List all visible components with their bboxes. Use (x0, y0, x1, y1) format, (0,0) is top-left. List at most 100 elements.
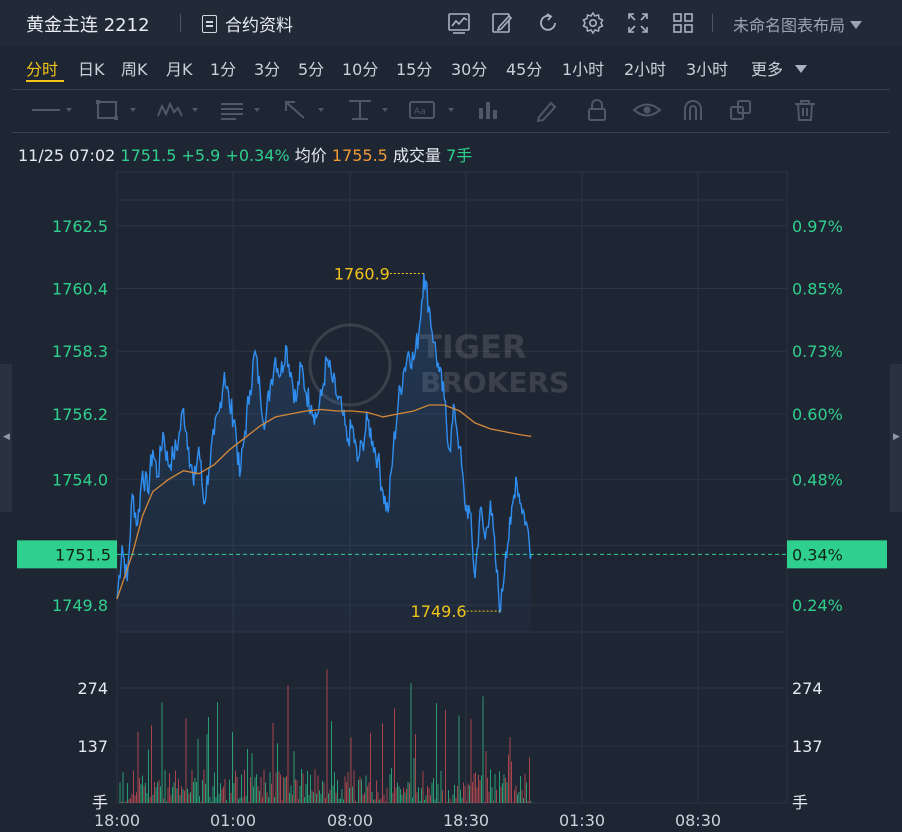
volume-bar (388, 802, 389, 803)
tab-period-fenshi[interactable]: 分时 (26, 60, 59, 79)
label-tool-icon[interactable]: Aa (408, 98, 460, 122)
volume-bar (511, 761, 512, 803)
volume-bar (235, 770, 236, 803)
volume-bar (307, 771, 308, 803)
y-tick-pct: 0.85% (792, 279, 843, 298)
volume-bar (406, 788, 407, 803)
volume-bar (508, 754, 509, 803)
watermark: TIGER BROKERS (308, 323, 569, 407)
svg-text:TIGER: TIGER (420, 328, 527, 366)
trash-icon[interactable] (792, 98, 818, 122)
tab-period-1h[interactable]: 1小时 (562, 60, 605, 79)
volume-bar (304, 797, 305, 803)
volume-bar (263, 769, 265, 803)
volume-bar (488, 791, 490, 803)
tab-period-month[interactable]: 月K (166, 60, 193, 79)
magnet-icon[interactable] (680, 98, 706, 122)
arrow-tool-icon[interactable] (282, 98, 328, 122)
volume-bar (335, 792, 337, 803)
volume-bar (445, 709, 446, 803)
bar-tool-icon[interactable] (476, 98, 506, 122)
indicator-chart-icon[interactable] (447, 11, 471, 35)
volume-bar (469, 785, 470, 803)
refresh-icon[interactable] (536, 11, 560, 35)
volume-bar (433, 778, 434, 803)
wave-tool-icon[interactable] (156, 98, 202, 122)
tab-period-3h[interactable]: 3小时 (686, 60, 729, 79)
svg-text:Aa: Aa (414, 107, 426, 117)
tab-period-45m[interactable]: 45分 (506, 60, 543, 79)
intraday-chart[interactable]: TIGER BROKERS 1762.51760.41758.31756.217… (0, 170, 902, 832)
volume-bar (202, 780, 203, 803)
volume-bar (197, 738, 199, 803)
eye-icon[interactable] (632, 98, 662, 122)
volume-tick-right: 137 (792, 737, 823, 756)
volume-bar (512, 802, 514, 803)
volume-bar (143, 785, 145, 803)
volume-bar (521, 790, 523, 803)
volume-bar (359, 776, 361, 803)
volume-bar (274, 797, 275, 803)
volume-bar (329, 789, 331, 803)
tab-period-15m[interactable]: 15分 (396, 60, 433, 79)
volume-bar (457, 786, 458, 803)
volume-bar (178, 778, 179, 803)
volume-bar (331, 721, 332, 803)
fullscreen-icon[interactable] (626, 11, 650, 35)
volume-bar (395, 787, 397, 803)
tab-period-10m[interactable]: 10分 (342, 60, 379, 79)
y-tick-pct: 0.48% (792, 471, 843, 490)
lock-icon[interactable] (584, 98, 610, 122)
volume-bar (289, 792, 290, 803)
volume-bar (349, 787, 350, 803)
volume-bar (350, 737, 352, 803)
tab-period-1m[interactable]: 1分 (210, 60, 237, 79)
period-tabs: 分时 日K 周K 月K 1分 3分 5分 10分 15分 30分 45分 1小时… (0, 46, 902, 88)
copy-icon[interactable] (728, 98, 754, 122)
x-tick-label: 08:30 (675, 811, 721, 830)
volume-bar (518, 792, 520, 803)
volume-bar (454, 784, 455, 803)
grid-layout-icon[interactable] (671, 11, 695, 35)
tab-period-day[interactable]: 日K (78, 60, 105, 79)
right-panel-toggle[interactable]: ▶ (890, 364, 902, 512)
volume-bar (280, 774, 281, 803)
tab-period-5m[interactable]: 5分 (298, 60, 325, 79)
contract-info-button[interactable]: 合约资料 (202, 11, 293, 36)
rectangle-tool-icon[interactable] (94, 98, 140, 122)
tab-period-30m[interactable]: 30分 (451, 60, 488, 79)
volume-bar (242, 797, 244, 803)
line-tool-icon[interactable] (30, 98, 76, 122)
left-panel-toggle[interactable]: ◀ (0, 364, 12, 512)
volume-bar (187, 788, 188, 803)
volume-bar (278, 771, 280, 803)
volume-bar (226, 800, 227, 803)
volume-bar (230, 793, 232, 803)
volume-bar (431, 782, 433, 803)
y-tick-pct: 0.73% (792, 342, 843, 361)
separator (712, 14, 713, 32)
volume-bar (188, 793, 190, 803)
volume-bar (422, 771, 424, 803)
settings-gear-icon[interactable] (581, 11, 605, 35)
volume-bar (317, 775, 319, 803)
more-periods-button[interactable]: 更多 (751, 56, 808, 80)
volume-bar (281, 800, 283, 803)
volume-bar (397, 782, 398, 803)
avg-label: 均价 (294, 146, 327, 165)
tab-period-3m[interactable]: 3分 (254, 60, 281, 79)
layout-dropdown[interactable]: 未命名图表布局 (733, 12, 863, 36)
volume-bar (340, 798, 341, 803)
y-tick-price: 1758.3 (52, 342, 108, 361)
volume-bar (301, 769, 302, 803)
draw-edit-icon[interactable] (490, 11, 514, 35)
volume-bar (292, 794, 293, 803)
pencil-icon[interactable] (534, 98, 560, 122)
volume-bar (134, 795, 136, 803)
volume-bar (149, 797, 151, 803)
measure-tool-icon[interactable] (346, 98, 392, 122)
tab-period-week[interactable]: 周K (121, 60, 148, 79)
tab-period-2h[interactable]: 2小时 (624, 60, 667, 79)
text-list-tool-icon[interactable] (218, 98, 264, 122)
volume-bar (404, 792, 406, 803)
